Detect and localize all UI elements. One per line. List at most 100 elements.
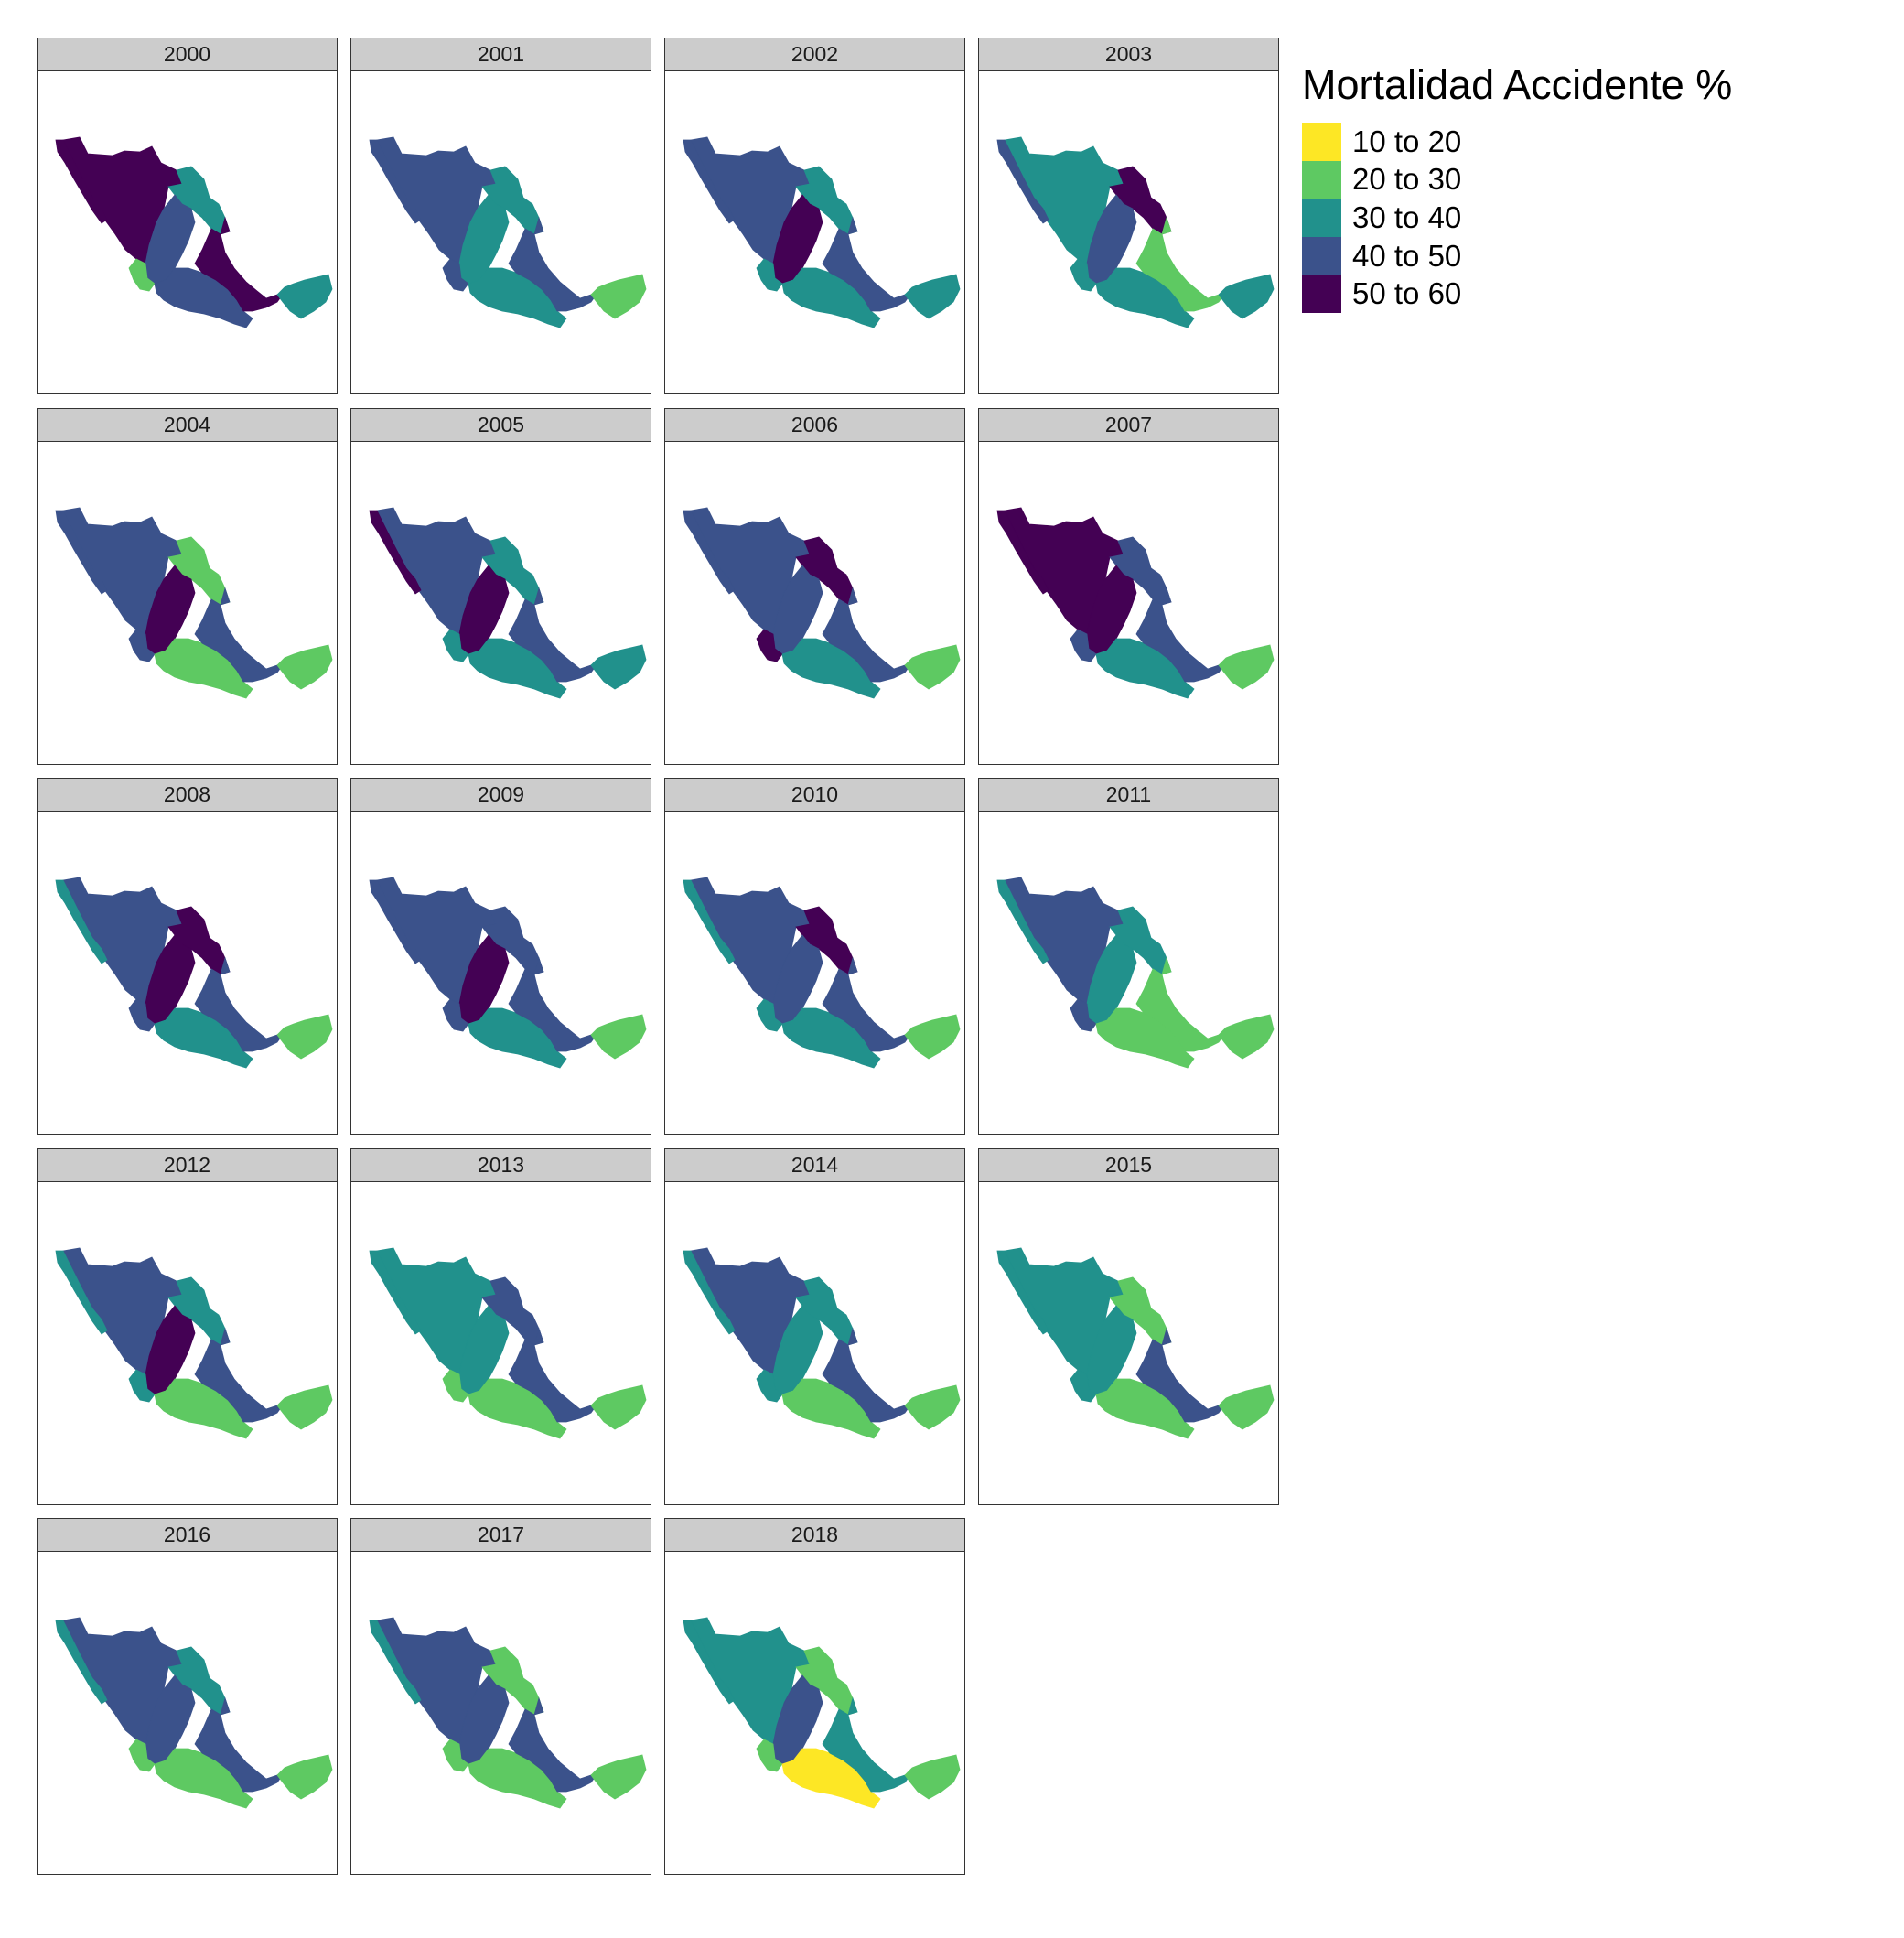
region-west — [756, 1739, 783, 1772]
legend-label: 20 to 30 — [1352, 162, 1462, 197]
facet-strip-label: 2014 — [664, 1148, 965, 1182]
map-plot — [37, 441, 338, 765]
region-bc — [996, 1250, 1049, 1335]
legend-item: 20 to 30 — [1302, 160, 1869, 199]
region-bc — [996, 139, 1049, 224]
facet-strip-label: 2002 — [664, 38, 965, 71]
region-tab — [508, 216, 601, 312]
region-tab — [1135, 587, 1229, 683]
region-south — [468, 1007, 567, 1069]
region-south — [468, 1378, 567, 1439]
mexico-map — [55, 1247, 333, 1439]
facet-strip-label: 2004 — [37, 408, 338, 442]
region-bc — [683, 1250, 736, 1335]
region-south — [1095, 638, 1195, 699]
region-tab — [508, 587, 601, 683]
legend-swatch — [1302, 199, 1341, 237]
mexico-map — [996, 877, 1275, 1069]
region-west — [442, 258, 469, 292]
region-yuc — [590, 1014, 647, 1060]
legend-item: 50 to 60 — [1302, 275, 1869, 313]
region-bc — [683, 879, 736, 964]
region-yuc — [590, 1754, 647, 1800]
facet-strip-label: 2011 — [978, 778, 1279, 812]
legend-swatch — [1302, 123, 1341, 161]
region-west — [1070, 998, 1097, 1032]
mexico-map — [369, 1247, 647, 1439]
region-south — [1095, 267, 1195, 328]
region-south — [781, 1378, 881, 1439]
mexico-map — [996, 507, 1275, 699]
region-west — [442, 629, 469, 662]
region-yuc — [276, 644, 333, 690]
map-plot — [978, 1181, 1279, 1505]
facet-grid: 2000 2001 2002 2003 2004 2005 2006 2007 2008 2009… — [37, 38, 1279, 1875]
region-south — [468, 1748, 567, 1809]
facet-strip-label: 2009 — [350, 778, 651, 812]
region-tab — [508, 956, 601, 1052]
region-south — [1095, 1378, 1195, 1439]
region-tab — [508, 1696, 601, 1793]
facet-strip-label: 2003 — [978, 38, 1279, 71]
region-yuc — [904, 1384, 961, 1430]
region-tab — [508, 1327, 601, 1423]
map-plot — [350, 70, 651, 394]
map-plot — [664, 441, 965, 765]
region-bc — [55, 139, 108, 224]
legend-label: 10 to 20 — [1352, 124, 1462, 158]
region-tab — [194, 216, 287, 312]
region-yuc — [276, 274, 333, 319]
map-plot — [350, 1181, 651, 1505]
facet-panel: 2007 — [978, 408, 1279, 765]
facet-panel: 2000 — [37, 38, 338, 394]
region-south — [781, 267, 881, 328]
mexico-map — [55, 507, 333, 699]
region-tab — [194, 587, 287, 683]
map-plot — [37, 811, 338, 1135]
mexico-map — [996, 1247, 1275, 1439]
mexico-map — [683, 136, 961, 328]
facet-strip-label: 2007 — [978, 408, 1279, 442]
map-plot — [978, 441, 1279, 765]
region-south — [1095, 1007, 1195, 1069]
facet-panel: 2010 — [664, 778, 965, 1135]
region-west — [1070, 1369, 1097, 1403]
legend-swatch — [1302, 160, 1341, 199]
facet-panel: 2011 — [978, 778, 1279, 1135]
mexico-map — [683, 1617, 961, 1809]
region-west — [756, 1369, 783, 1403]
region-yuc — [276, 1754, 333, 1800]
region-bc — [369, 510, 422, 595]
mexico-map — [683, 1247, 961, 1439]
region-west — [442, 1369, 469, 1403]
legend-items: 10 to 20 20 to 30 30 to 40 40 to 50 50 t… — [1302, 123, 1869, 313]
facet-panel: 2018 — [664, 1518, 965, 1875]
mexico-map — [369, 1617, 647, 1809]
facet-panel: 2015 — [978, 1148, 1279, 1505]
legend-title: Mortalidad Accidente % — [1302, 61, 1733, 108]
region-yuc — [1218, 274, 1275, 319]
region-bc — [369, 1620, 422, 1705]
map-plot — [350, 441, 651, 765]
region-bc — [55, 879, 108, 964]
mexico-map — [996, 136, 1275, 328]
map-plot — [350, 1551, 651, 1875]
map-plot — [37, 1181, 338, 1505]
region-west — [442, 998, 469, 1032]
facet-strip-label: 2018 — [664, 1518, 965, 1552]
legend-label: 40 to 50 — [1352, 238, 1462, 273]
facet-panel: 2005 — [350, 408, 651, 765]
map-plot — [664, 1551, 965, 1875]
region-south — [781, 1748, 881, 1809]
region-tab — [822, 216, 915, 312]
map-plot — [350, 811, 651, 1135]
facet-panel: 2001 — [350, 38, 651, 394]
facet-strip-label: 2005 — [350, 408, 651, 442]
region-tab — [822, 587, 915, 683]
region-tab — [1135, 956, 1229, 1052]
region-tab — [1135, 1327, 1229, 1423]
mexico-map — [55, 136, 333, 328]
region-south — [154, 1007, 253, 1069]
facet-strip-label: 2013 — [350, 1148, 651, 1182]
region-bc — [55, 1250, 108, 1335]
